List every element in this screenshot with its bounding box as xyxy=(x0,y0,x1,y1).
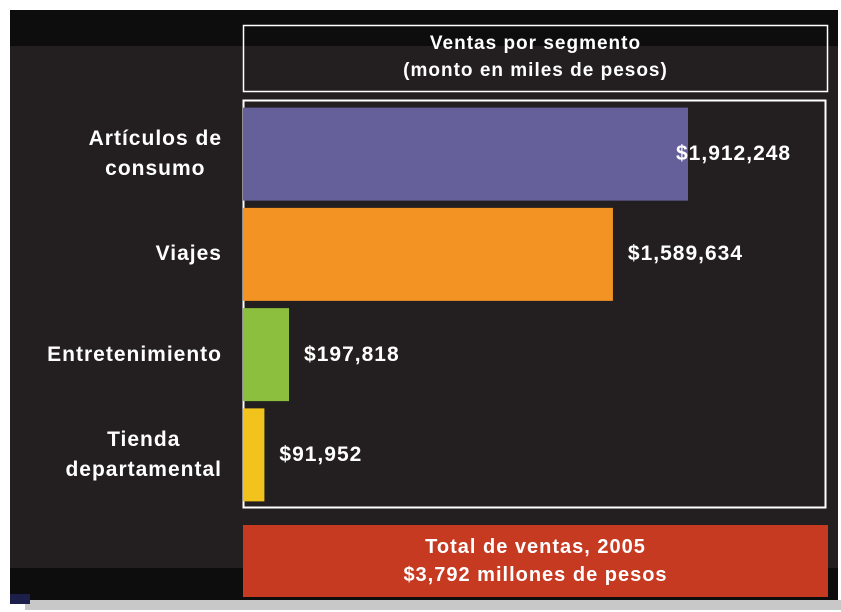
total-line: Total de ventas, 2005 xyxy=(425,536,646,558)
chart-subtitle: (monto en miles de pesos) xyxy=(403,60,668,81)
y-tick-label: Tienda departamental xyxy=(65,427,222,481)
value-label: $197,818 xyxy=(304,342,400,366)
panel xyxy=(10,10,838,600)
bar xyxy=(243,107,688,201)
y-tick-label: Artículos de consumo xyxy=(88,127,222,181)
value-label: $1,589,634 xyxy=(627,242,744,266)
bar xyxy=(243,207,613,301)
bar xyxy=(243,408,265,502)
y-tick-label: Viajes xyxy=(155,242,222,266)
chart-title: Ventas por segmento xyxy=(429,33,642,54)
plot-box xyxy=(242,99,827,509)
total-line: $3,792 millones de pesos xyxy=(403,564,668,586)
title-box xyxy=(242,24,829,93)
y-tick-label: Entretenimiento xyxy=(47,342,222,366)
bar xyxy=(243,308,290,402)
value-label: $1,912,248 xyxy=(676,142,792,166)
value-label: $91,952 xyxy=(279,442,363,466)
corner-mark xyxy=(10,594,30,604)
shadow xyxy=(25,600,841,610)
top-band xyxy=(10,10,838,46)
total-box xyxy=(243,525,828,597)
